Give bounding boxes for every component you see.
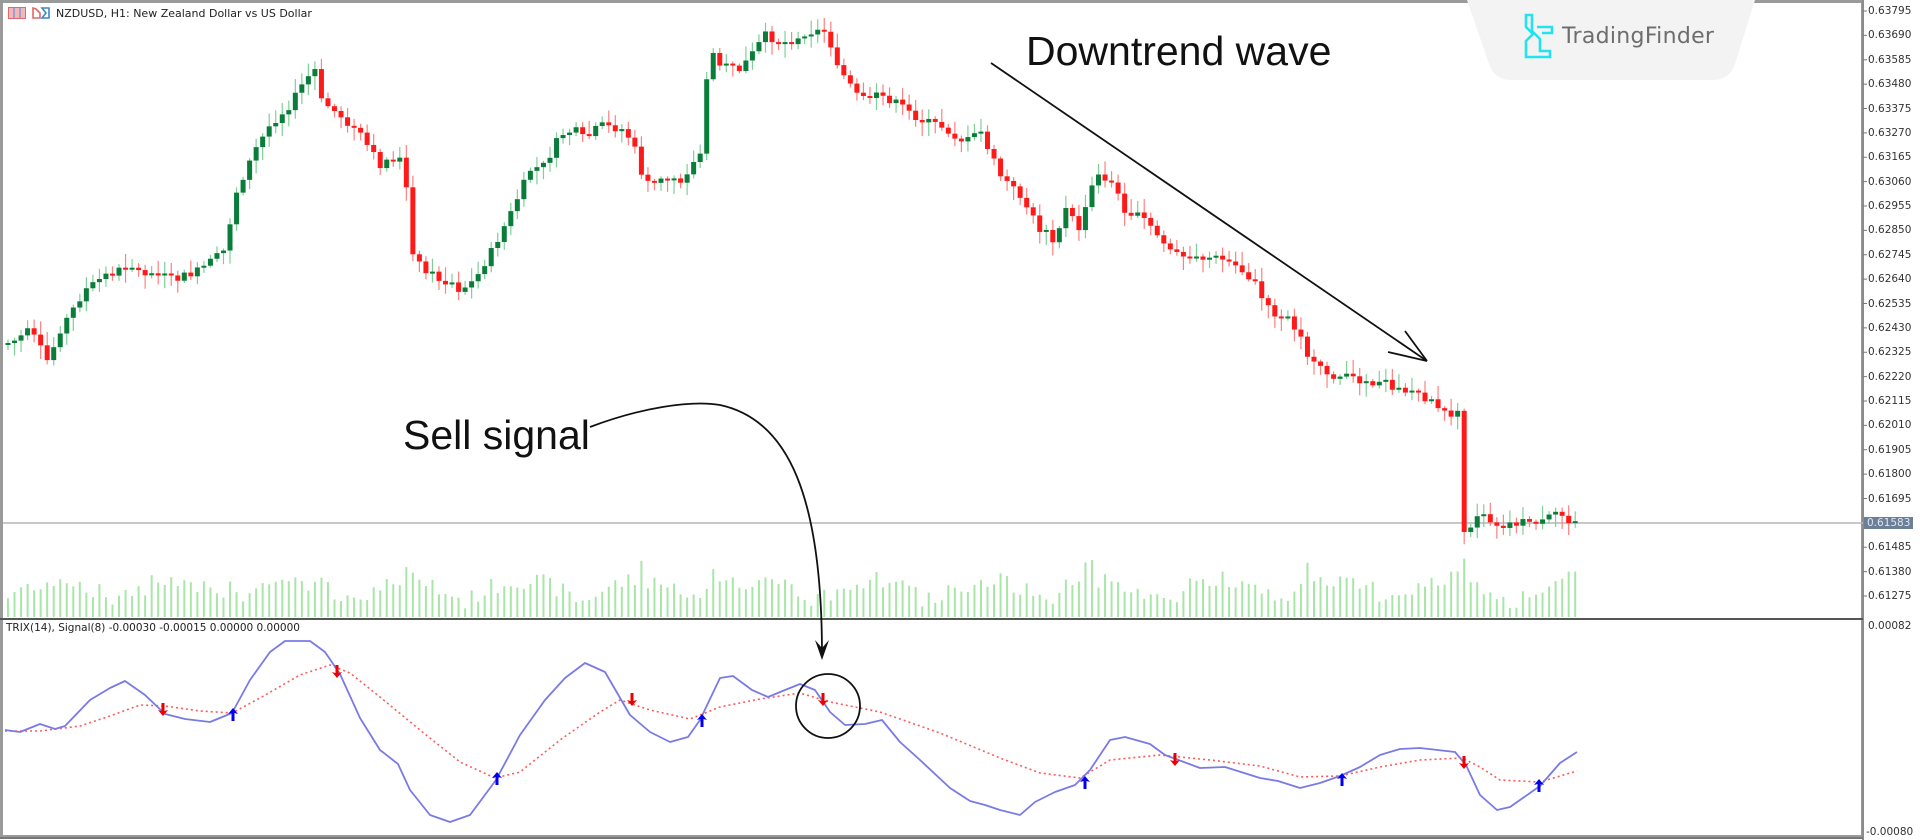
volume-histogram	[7, 558, 1577, 617]
buy-arrow-icon	[697, 714, 707, 727]
chart-window-icon	[8, 7, 26, 19]
price-axis-label: 0.61485	[1868, 541, 1912, 554]
sell-signal-highlight-circle	[795, 673, 861, 739]
price-axis-label: 0.62850	[1868, 224, 1912, 237]
logo-tab	[1467, 0, 1755, 80]
price-axis-label: 0.63795	[1868, 5, 1912, 17]
indicator-icon	[32, 7, 50, 19]
price-axis-label: 0.61905	[1868, 443, 1912, 456]
sell-arrow-icon	[1459, 756, 1469, 769]
chart-title-bar: NZDUSD, H1: New Zealand Dollar vs US Dol…	[8, 4, 312, 22]
buy-arrow-icon	[1534, 779, 1544, 792]
sell-signal-pointer	[589, 402, 829, 660]
price-axis-label: 0.61695	[1868, 492, 1912, 505]
downtrend-wave-annotation: Downtrend wave	[1026, 28, 1332, 74]
buy-arrow-icon	[492, 772, 502, 785]
price-axis-label: 0.63375	[1868, 102, 1912, 115]
price-axis-label: 0.62325	[1868, 346, 1912, 359]
price-axis-label: 0.62430	[1868, 321, 1912, 334]
price-axis-ticks	[1863, 10, 1867, 597]
price-axis-label: 0.63480	[1868, 78, 1912, 91]
tradingfinder-logo-text: TradingFinder	[1562, 24, 1715, 49]
price-axis-label: 0.63060	[1868, 175, 1912, 188]
bid-price-label: 0.61583	[1864, 517, 1914, 529]
tradingfinder-logo-icon	[1524, 13, 1554, 59]
indicator-axis-bottom: -0.00080	[1866, 826, 1914, 838]
sell-arrow-icon	[627, 693, 637, 706]
downtrend-arrow	[990, 62, 1428, 362]
signal-arrows	[158, 665, 1544, 792]
price-axis-label: 0.63270	[1868, 126, 1912, 139]
price-axis-label: 0.63585	[1868, 53, 1912, 66]
price-axis-label: 0.61380	[1868, 565, 1912, 578]
price-axis-label: 0.62535	[1868, 297, 1912, 310]
price-axis-label: 0.61275	[1868, 590, 1912, 602]
sell-arrow-icon	[158, 703, 168, 716]
price-axis-label: 0.63165	[1868, 151, 1912, 164]
buy-arrow-icon	[228, 708, 238, 721]
sell-arrow-icon	[332, 665, 342, 678]
indicator-axis-top: 0.00082	[1868, 620, 1912, 632]
price-axis-label: 0.62640	[1868, 273, 1912, 286]
price-axis-label: 0.62220	[1868, 370, 1912, 383]
price-axis-label: 0.61800	[1868, 468, 1912, 481]
price-axis-label: 0.62745	[1868, 248, 1912, 261]
trix-line	[4, 640, 1578, 823]
price-axis-label: 0.62115	[1868, 395, 1912, 407]
price-axis-label: 0.62010	[1868, 419, 1912, 432]
sell-signal-annotation: Sell signal	[403, 412, 590, 458]
trix-indicator-label: TRIX(14), Signal(8) -0.00030 -0.00015 0.…	[6, 622, 300, 634]
price-axis-label: 0.62955	[1868, 200, 1912, 212]
chart-symbol-title: NZDUSD, H1: New Zealand Dollar vs US Dol…	[56, 6, 312, 20]
price-axis-label: 0.63690	[1868, 29, 1912, 42]
buy-arrow-icon	[1337, 773, 1347, 786]
sell-arrow-icon	[818, 693, 828, 706]
trix-signal-line	[5, 664, 1578, 783]
buy-arrow-icon	[1080, 776, 1090, 789]
sell-arrow-icon	[1170, 753, 1180, 766]
price-candles	[5, 18, 1578, 545]
